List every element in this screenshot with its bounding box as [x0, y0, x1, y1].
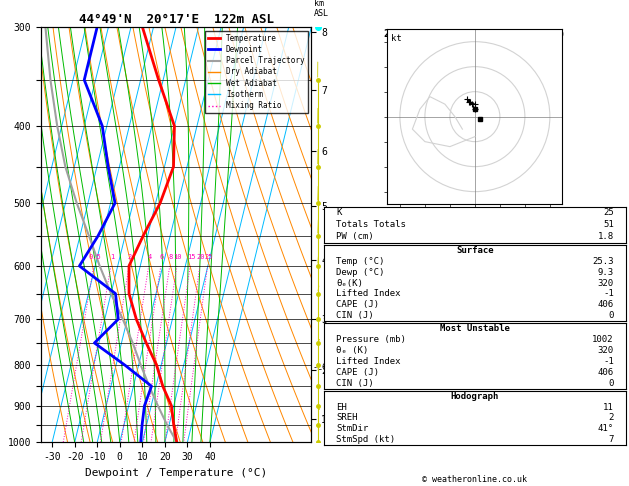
Text: 1002: 1002: [593, 335, 614, 344]
Text: -1: -1: [603, 357, 614, 366]
Text: Most Unstable: Most Unstable: [440, 324, 510, 333]
Text: CIN (J): CIN (J): [336, 379, 374, 388]
Text: CIN (J): CIN (J): [336, 311, 374, 320]
Text: 25: 25: [603, 208, 614, 217]
Text: Hodograph: Hodograph: [451, 392, 499, 401]
Text: 15: 15: [187, 254, 195, 260]
Text: StmSpd (kt): StmSpd (kt): [336, 435, 395, 444]
Text: Dewp (°C): Dewp (°C): [336, 268, 384, 277]
Text: 0: 0: [608, 379, 614, 388]
Text: CAPE (J): CAPE (J): [336, 300, 379, 309]
Text: -LCL: -LCL: [313, 363, 333, 372]
Text: 1.8: 1.8: [598, 232, 614, 242]
Text: kt: kt: [391, 35, 402, 43]
Legend: Temperature, Dewpoint, Parcel Trajectory, Dry Adiabat, Wet Adiabat, Isotherm, Mi: Temperature, Dewpoint, Parcel Trajectory…: [205, 31, 308, 113]
Text: Surface: Surface: [456, 246, 494, 255]
Text: 25.3: 25.3: [593, 257, 614, 266]
Text: CAPE (J): CAPE (J): [336, 368, 379, 377]
Text: θₑ (K): θₑ (K): [336, 346, 368, 355]
Text: StmDir: StmDir: [336, 424, 368, 433]
Text: 41°: 41°: [598, 424, 614, 433]
Text: SREH: SREH: [336, 414, 357, 422]
Title: 44°49'N  20°17'E  122m ASL: 44°49'N 20°17'E 122m ASL: [79, 13, 274, 26]
Text: K: K: [336, 208, 342, 217]
Text: 0.5: 0.5: [89, 254, 101, 260]
Text: 20: 20: [196, 254, 205, 260]
Text: 406: 406: [598, 368, 614, 377]
X-axis label: Dewpoint / Temperature (°C): Dewpoint / Temperature (°C): [85, 468, 267, 478]
Text: 8: 8: [169, 254, 173, 260]
Text: 10: 10: [174, 254, 182, 260]
Text: Temp (°C): Temp (°C): [336, 257, 384, 266]
Text: 1: 1: [109, 254, 114, 260]
Text: 9.3: 9.3: [598, 268, 614, 277]
Text: © weatheronline.co.uk: © weatheronline.co.uk: [423, 474, 527, 484]
Text: 320: 320: [598, 278, 614, 288]
Text: 51: 51: [603, 220, 614, 229]
Text: 4: 4: [147, 254, 152, 260]
Text: 320: 320: [598, 346, 614, 355]
Text: Pressure (mb): Pressure (mb): [336, 335, 406, 344]
Text: 28.05.2024  00GMT  (Base: 18): 28.05.2024 00GMT (Base: 18): [384, 29, 565, 39]
Text: 11: 11: [603, 403, 614, 412]
Text: 2: 2: [608, 414, 614, 422]
Y-axis label: hPa: hPa: [0, 225, 2, 244]
Text: 2: 2: [128, 254, 132, 260]
Text: θₑ(K): θₑ(K): [336, 278, 363, 288]
Text: 0: 0: [608, 311, 614, 320]
Text: km
ASL: km ASL: [314, 0, 329, 18]
Text: PW (cm): PW (cm): [336, 232, 374, 242]
Text: Lifted Index: Lifted Index: [336, 357, 401, 366]
Text: -1: -1: [603, 289, 614, 298]
Text: Totals Totals: Totals Totals: [336, 220, 406, 229]
Text: 25: 25: [204, 254, 213, 260]
Text: Lifted Index: Lifted Index: [336, 289, 401, 298]
Text: EH: EH: [336, 403, 347, 412]
Text: 7: 7: [608, 435, 614, 444]
Text: 406: 406: [598, 300, 614, 309]
Text: 6: 6: [160, 254, 164, 260]
